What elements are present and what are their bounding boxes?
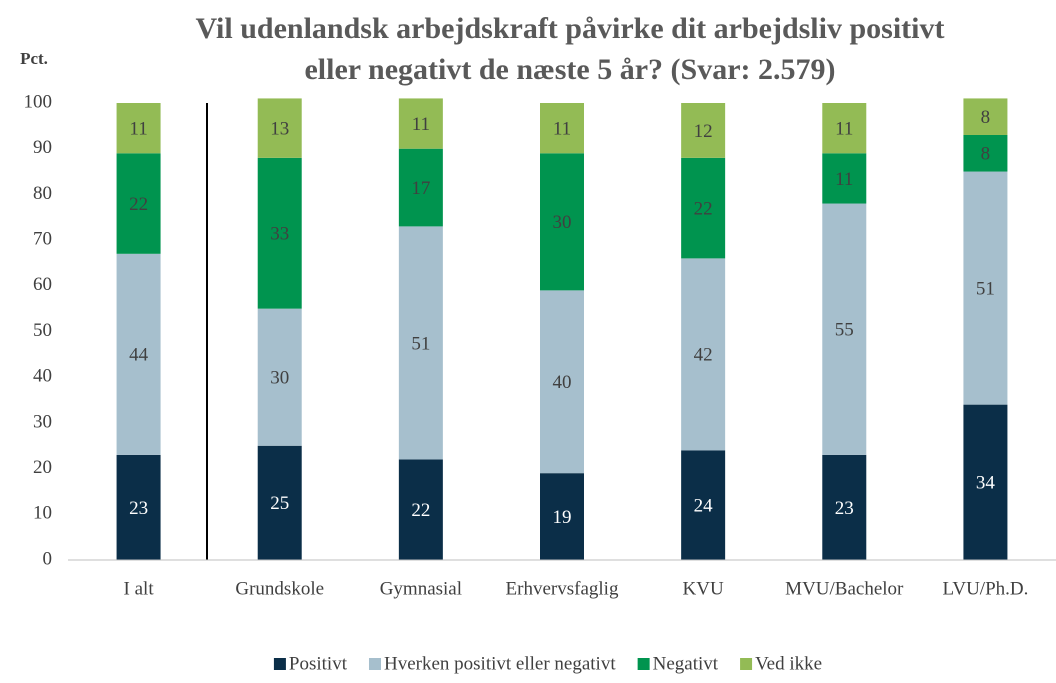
legend-label: Positivt <box>289 653 348 674</box>
data-label: 11 <box>553 118 571 139</box>
y-axis-label: Pct. <box>20 49 48 68</box>
data-label: 40 <box>553 372 572 393</box>
data-label: 11 <box>835 169 853 190</box>
data-label: 23 <box>835 498 854 519</box>
bar-segment <box>398 148 443 227</box>
chart-title: Vil udenlandsk arbejdskraft påvirke dit … <box>196 12 945 45</box>
data-label: 33 <box>270 224 289 245</box>
bar-segment <box>540 153 584 291</box>
data-label: 25 <box>270 493 289 514</box>
bar-segment <box>257 445 302 560</box>
y-tick-label: 80 <box>33 183 52 204</box>
legend-swatch <box>637 658 650 670</box>
bar-segment <box>540 103 584 154</box>
x-tick-label: MVU/Bachelor <box>785 578 904 599</box>
bar-segment <box>398 98 443 149</box>
bar-segment <box>681 103 726 158</box>
bar-segment <box>116 103 161 154</box>
data-label: 19 <box>553 507 572 528</box>
legend-swatch <box>368 658 381 670</box>
data-label: 11 <box>412 114 430 135</box>
bar-segment <box>257 157 302 309</box>
data-label: 22 <box>694 198 713 219</box>
x-tick-label: Grundskole <box>235 578 324 599</box>
y-tick-label: 100 <box>24 91 53 112</box>
x-tick-label: LVU/Ph.D. <box>942 578 1028 599</box>
data-label: 24 <box>694 496 714 517</box>
data-label: 12 <box>694 121 713 142</box>
bar-segment <box>681 450 726 560</box>
data-label: 42 <box>694 345 713 366</box>
data-label: 30 <box>553 212 572 233</box>
bar-segment <box>822 153 867 204</box>
y-tick-label: 70 <box>33 228 52 249</box>
bar-segment <box>963 404 1008 560</box>
legend-label: Ved ikke <box>755 653 822 674</box>
y-tick-label: 50 <box>33 320 52 341</box>
data-label: 22 <box>411 500 430 521</box>
data-label: 22 <box>129 194 148 215</box>
x-tick-label: KVU <box>683 578 724 599</box>
bar-segment <box>681 157 726 259</box>
legend-swatch <box>740 658 753 670</box>
data-label: 55 <box>835 320 854 341</box>
x-tick-label: I alt <box>124 578 155 599</box>
y-tick-label: 40 <box>33 366 52 387</box>
bar-segment <box>116 253 161 455</box>
y-tick-label: 10 <box>33 503 52 524</box>
bar-segment <box>257 308 302 446</box>
y-tick-label: 60 <box>33 274 52 295</box>
bar-segment <box>822 203 867 455</box>
bar-segment <box>398 226 443 460</box>
data-label: 23 <box>129 498 148 519</box>
data-label: 13 <box>270 118 289 139</box>
data-label: 51 <box>976 278 995 299</box>
bar-segment <box>963 171 1008 405</box>
bar-segment <box>116 454 161 560</box>
legend-swatch <box>273 658 286 670</box>
data-label: 44 <box>129 345 149 366</box>
y-tick-label: 90 <box>33 137 52 158</box>
bar-segment <box>963 98 1008 135</box>
data-label: 30 <box>270 368 289 389</box>
y-tick-label: 20 <box>33 457 52 478</box>
data-label: 8 <box>981 107 991 128</box>
data-label: 51 <box>411 333 430 354</box>
x-tick-label: Gymnasial <box>380 578 462 599</box>
y-tick-label: 0 <box>43 548 53 569</box>
y-tick-label: 30 <box>33 411 52 432</box>
bar-segment <box>822 454 867 560</box>
bar-segment <box>963 134 1008 172</box>
bar-segment <box>116 153 161 254</box>
bar-segment <box>540 290 584 474</box>
legend-label: Hverken positivt eller negativt <box>384 653 616 674</box>
bar-segment <box>257 98 302 158</box>
data-label: 8 <box>981 144 991 165</box>
data-label: 11 <box>129 118 147 139</box>
bar-segment <box>681 258 726 451</box>
data-label: 17 <box>411 178 430 199</box>
bar-segment <box>398 459 443 560</box>
bar-segment <box>540 473 584 560</box>
legend-label: Negativt <box>653 653 719 674</box>
x-tick-label: Erhvervsfaglig <box>506 578 619 599</box>
data-label: 34 <box>976 473 996 494</box>
data-label: 11 <box>835 118 853 139</box>
chart-title: eller negativt de næste 5 år? (Svar: 2.5… <box>304 53 835 86</box>
bar-segment <box>822 103 867 154</box>
